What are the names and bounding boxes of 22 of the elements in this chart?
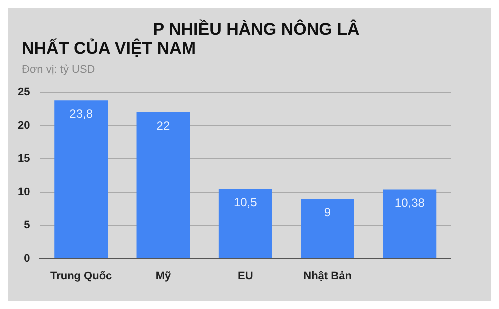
bar [54,100,108,258]
y-tick-label: 15 [18,153,30,166]
y-tick-label: 20 [18,120,30,132]
y-tick-label: 10 [18,186,30,198]
data-label: 10,38 [394,196,426,210]
bar [383,190,437,258]
chart-title: P NHIỀU HÀNG NÔNG LÂ NHẤT CỦA VIỆT NAM [22,20,361,58]
y-axis-title: Đơn vị: tỷ USD [22,64,96,76]
bar [218,188,272,258]
bar [136,112,190,258]
data-label: 10,5 [234,195,258,210]
x-tick-label: EU [238,270,254,282]
data-label: 22 [156,118,170,133]
x-tick-label: Mỹ [156,270,172,282]
bar [301,198,354,258]
y-tick-label: 25 [18,86,30,99]
data-label: 9 [324,205,332,220]
data-label: 23,8 [70,106,94,121]
x-tick-label: Trung Quốc [50,270,112,282]
y-tick-label: 0 [24,252,30,265]
y-tick-label: 5 [24,220,30,232]
x-tick-label: Nhật Bản [304,270,352,282]
